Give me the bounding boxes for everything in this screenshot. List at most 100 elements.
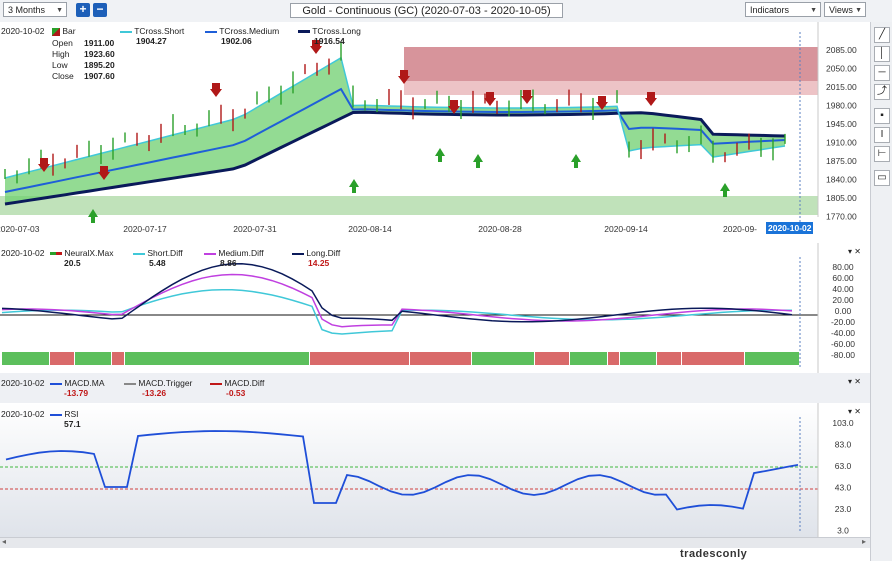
medium-diff-value: 8.86	[220, 258, 237, 268]
sell-arrow-icon	[448, 100, 460, 114]
neural-y-tick: -40.00	[831, 328, 855, 338]
horizontal-scrollbar[interactable]: ◂ ▸	[0, 537, 870, 548]
close-label: Close	[52, 71, 74, 81]
neuralx-swatch-icon	[50, 252, 62, 256]
rsi-legend: RSI 57.1	[50, 409, 81, 429]
long-swatch-icon	[298, 30, 310, 34]
price-x-tick: 2020-07-31	[233, 224, 277, 234]
rsi-y-tick: 3.0	[837, 526, 849, 536]
short-diff-label: Short.Diff	[147, 248, 183, 258]
high-label: High	[52, 49, 70, 59]
macd-date: 2020-10-02	[1, 378, 45, 388]
neural-y-tick: -20.00	[831, 317, 855, 327]
short-diff-value: 5.48	[149, 258, 166, 268]
neural-chart[interactable]: 80.0060.0040.0020.000.00-20.00-40.00-60.…	[0, 243, 870, 373]
medium-diff-label: Medium.Diff	[218, 248, 264, 258]
tcross-long-label: TCross.Long	[312, 26, 361, 36]
medium-swatch-icon	[205, 30, 217, 33]
rsi-swatch-icon	[50, 413, 62, 416]
callout-icon[interactable]: ▭	[874, 170, 890, 186]
neural-y-tick: 40.00	[832, 284, 854, 294]
neural-pane-controls[interactable]: ▾ ✕	[848, 247, 861, 256]
macd-diff-legend: MACD.Diff -0.53	[210, 378, 264, 398]
views-button[interactable]: Views ▼	[824, 2, 866, 17]
buy-arrow-icon	[473, 154, 483, 168]
square-icon[interactable]: ▪	[874, 108, 890, 124]
macd-trigger-value: -13.26	[142, 388, 167, 398]
support-zone	[0, 196, 818, 215]
rsi-chart[interactable]: 103.0 83.0 63.0 43.0 23.0 3.0	[0, 403, 870, 537]
neural-y-tick: 60.00	[832, 273, 854, 283]
buy-arrow-icon	[88, 209, 98, 223]
price-pane[interactable]: 2085.00 2050.00 2015.00 1980.00 1945.00 1910.…	[0, 22, 870, 244]
resistance-zone-lower	[404, 81, 818, 95]
chevron-down-icon: ▼	[855, 7, 862, 14]
macd-diff-swatch-icon	[210, 382, 222, 385]
scroll-right-icon[interactable]: ▸	[861, 537, 866, 546]
horizontal-line-icon[interactable]: ─	[874, 65, 890, 81]
vertical-line-icon[interactable]: │	[874, 46, 890, 62]
neural-segment	[682, 352, 744, 365]
price-y-tick: 2015.00	[826, 82, 857, 92]
tcross-short-legend: TCross.Short 1904.27	[120, 26, 184, 46]
sell-arrow-icon	[210, 83, 222, 97]
pencil-icon[interactable]: ╱	[874, 27, 890, 43]
neural-segment	[410, 352, 471, 365]
close-value: 1907.60	[84, 71, 115, 81]
rsi-y-tick: 103.0	[832, 418, 854, 428]
macd-pane[interactable]: 2020-10-02 MACD.MA -13.79 MACD.Trigger -…	[0, 373, 870, 404]
tcross-long-legend: TCross.Long 1916.54	[298, 26, 361, 46]
ohlc-legend: Open 1911.00 High 1923.60 Low 1895.20 Close…	[52, 38, 115, 82]
sell-arrow-icon	[521, 90, 533, 104]
low-value: 1895.20	[84, 60, 115, 70]
medium-diff-line	[1, 273, 793, 328]
buy-arrow-icon	[349, 179, 359, 193]
neural-segment	[657, 352, 681, 365]
macd-pane-controls[interactable]: ▾ ✕	[848, 377, 861, 386]
sell-arrow-icon	[484, 92, 496, 106]
rsi-line	[5, 430, 799, 511]
ruler-icon[interactable]: ⊢	[874, 146, 890, 162]
price-y-tick: 1840.00	[826, 175, 857, 185]
chevron-down-icon: ▼	[810, 7, 817, 14]
indicators-button[interactable]: Indicators ▼	[745, 2, 821, 17]
macd-diff-label: MACD.Diff	[224, 378, 265, 388]
tcross-medium-label: TCross.Medium	[219, 26, 280, 36]
price-y-tick: 2050.00	[826, 64, 857, 74]
sell-arrow-icon	[310, 40, 322, 54]
long-diff-legend: Long.Diff 14.25	[292, 248, 340, 268]
neural-segment	[745, 352, 799, 365]
rsi-pane[interactable]: 103.0 83.0 63.0 43.0 23.0 3.0 2020-10-02 RSI …	[0, 403, 870, 538]
tcross-medium-legend: TCross.Medium 1902.06	[205, 26, 279, 46]
short-diff-swatch-icon	[133, 252, 145, 255]
tool-icon[interactable]: ⤴	[874, 84, 890, 100]
rsi-pane-controls[interactable]: ▾ ✕	[848, 407, 861, 416]
neural-pane[interactable]: 80.00 60.00 40.00 20.00 0.00 -20.00 -40.00 -60.…	[0, 243, 870, 374]
price-x-tick: 2020-08-14	[348, 224, 392, 234]
tcross-medium-line	[4, 87, 786, 193]
remove-chart-button[interactable]: −	[93, 3, 107, 17]
price-y-tick: 2085.00	[826, 45, 857, 55]
rsi-date: 2020-10-02	[1, 409, 45, 419]
views-label: Views	[829, 5, 853, 15]
sell-arrow-icon	[98, 166, 110, 180]
text-icon[interactable]: I	[874, 127, 890, 143]
rsi-y-tick: 63.0	[835, 461, 852, 471]
rsi-y-tick: 83.0	[835, 440, 852, 450]
neural-y-tick: 0.00	[835, 306, 852, 316]
neural-segment	[570, 352, 607, 365]
neural-y-tick: -60.00	[831, 339, 855, 349]
price-chart[interactable]: 2085.00 2050.00 2015.00 1980.00 1945.00 1910.…	[0, 22, 870, 243]
period-select[interactable]: 3 Months ▼	[3, 2, 67, 17]
neural-segment	[112, 352, 124, 365]
neural-segment	[608, 352, 619, 365]
chart-title[interactable]: Gold - Continuous (GC) (2020-07-03 - 202…	[290, 3, 563, 18]
macd-ma-swatch-icon	[50, 382, 62, 385]
rsi-y-tick: 23.0	[835, 504, 852, 514]
long-diff-swatch-icon	[292, 252, 304, 255]
neural-segment	[50, 352, 74, 365]
scroll-left-icon[interactable]: ◂	[2, 537, 7, 546]
add-chart-button[interactable]: +	[76, 3, 90, 17]
price-y-tick: 1945.00	[826, 119, 857, 129]
price-x-tick: 2020-09-	[723, 224, 757, 234]
